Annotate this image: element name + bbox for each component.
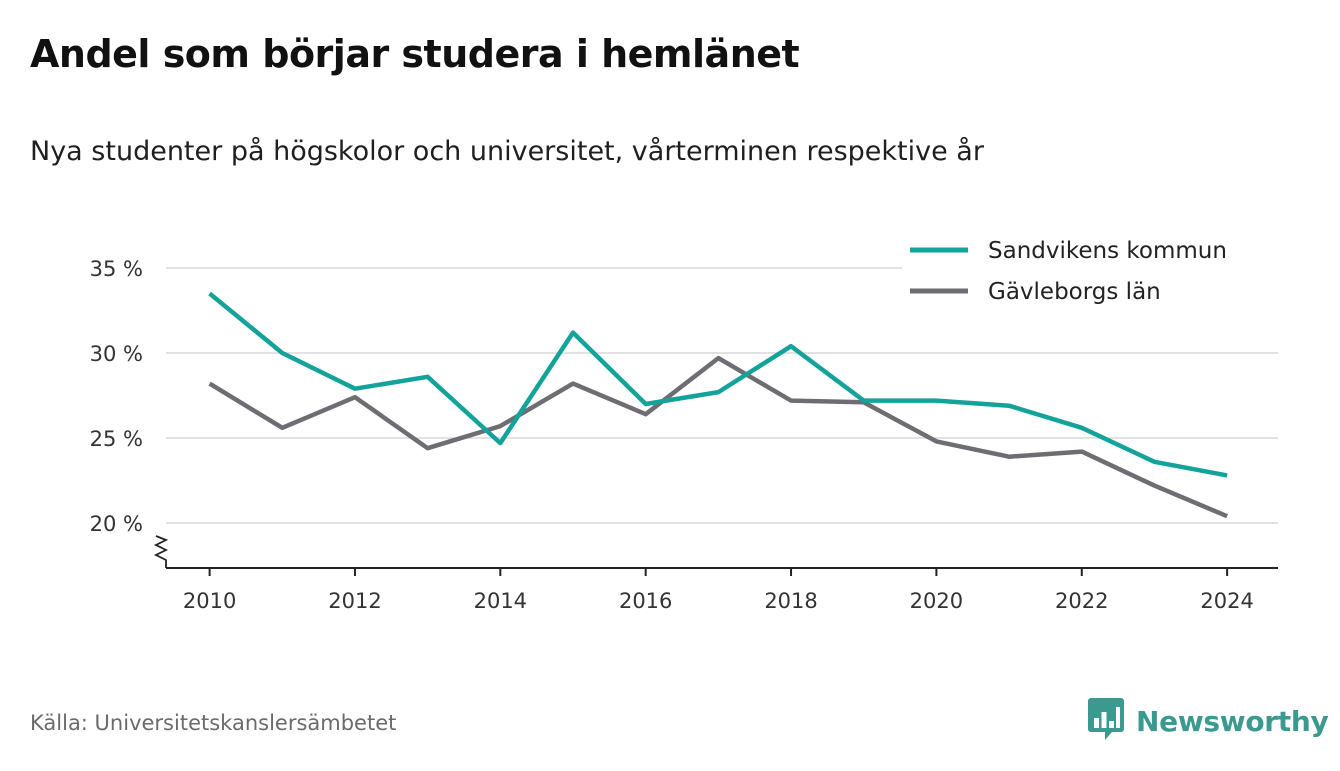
legend-background	[902, 228, 1280, 314]
y-tick-label: 30 %	[90, 342, 143, 366]
y-tick-label: 35 %	[90, 257, 143, 281]
brand-logo[interactable]: Newsworthy	[1088, 698, 1329, 744]
chart-title: Andel som börjar studera i hemlänet	[30, 32, 800, 76]
x-tick-label: 2010	[183, 589, 236, 613]
line-chart: 20 % 25 % 30 % 35 % 2010 2012 2014 2016 2018 2020…	[89, 228, 1280, 613]
legend-label: Sandvikens kommun	[988, 238, 1227, 264]
series-line-sandviken	[208, 291, 1228, 478]
brand-name: Newsworthy	[1136, 704, 1329, 738]
series-line-gavleborg	[208, 355, 1228, 519]
x-tick-label: 2016	[619, 589, 672, 613]
axis-break-icon	[153, 535, 169, 568]
y-tick-label: 20 %	[90, 512, 143, 536]
x-tick-label: 2024	[1200, 589, 1253, 613]
x-tick-label: 2020	[910, 589, 963, 613]
y-tick-label: 25 %	[90, 427, 143, 451]
source-note: Källa: Universitetskanslersämbetet	[30, 711, 397, 735]
x-tick-label: 2022	[1055, 589, 1108, 613]
chart-subtitle: Nya studenter på högskolor och universit…	[30, 136, 984, 167]
x-tick-label: 2018	[764, 589, 817, 613]
legend-label: Gävleborgs län	[988, 279, 1161, 305]
x-tick-label: 2012	[328, 589, 381, 613]
x-tick-label: 2014	[474, 589, 527, 613]
newsworthy-logo-icon	[1088, 698, 1124, 744]
